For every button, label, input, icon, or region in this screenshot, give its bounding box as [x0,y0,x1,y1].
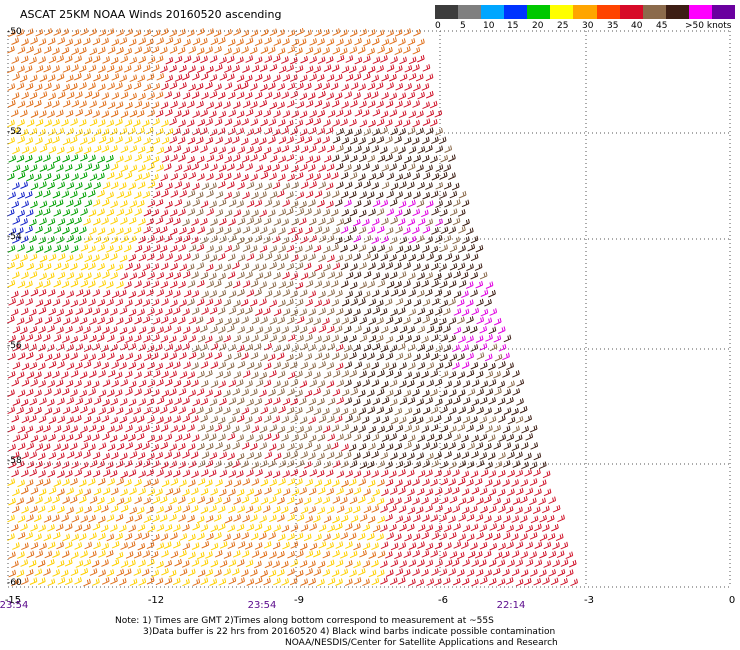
legend-label: >50 knots [685,21,732,31]
legend-label: 25 [557,21,569,31]
legend-label: 30 [582,21,594,31]
legend-label: 20 [532,21,544,31]
lat-tick-label: -58 [7,456,22,466]
pass-time-label: 22:14 [496,600,526,611]
pass-time-label: 23:54 [247,600,277,611]
wind-barb-group [7,118,386,587]
legend-swatch [642,5,667,19]
lat-tick-label: -52 [7,127,22,137]
legend-swatch [435,5,459,19]
wind-barb-group [340,199,510,370]
wind-barbs-layer [6,27,578,587]
legend-label: 35 [607,21,619,31]
wind-barb-group [6,181,34,244]
legend-label: 45 [656,21,668,31]
lon-tick-label: -9 [294,595,304,606]
legend-swatch [458,5,482,19]
wind-barb-group [331,127,547,470]
legend-label: 10 [483,21,495,31]
legend-label: 40 [631,21,643,31]
legend-swatch [711,5,736,19]
lon-tick-label: -15 [4,595,22,606]
wind-barb-group [7,54,578,587]
pass-time-label: 23:54 [0,600,29,611]
lat-tick-label: -50 [7,27,22,37]
lon-tick-label: -3 [584,595,594,606]
legend-label: 0 [435,21,441,31]
legend-swatch [619,5,644,19]
lon-tick-label: -6 [438,595,448,606]
graticule [7,30,731,588]
lon-tick-label: 0 [728,595,736,606]
legend-swatch [550,5,574,19]
note-line-2: 3)Data buffer is 22 hrs from 20160520 4)… [143,627,556,637]
legend-label: 5 [460,21,466,31]
legend-swatch [504,5,528,19]
legend-swatch [527,5,551,19]
lon-tick-label: -12 [147,595,165,606]
legend-swatch [573,5,598,19]
legend-swatch [596,5,621,19]
wind-barb-group [182,126,524,470]
note-line-1: Note: 1) Times are GMT 2)Times along bot… [115,616,494,626]
lat-tick-label: -54 [7,232,22,242]
legend-swatch [688,5,713,19]
note-line-3: NOAA/NESDIS/Center for Satellite Applica… [285,638,558,648]
legend-swatch [481,5,505,19]
legend-label: 15 [507,21,519,31]
wind-barb-group [7,153,114,253]
legend-swatch [665,5,690,19]
wind-barb-group [7,27,425,587]
lat-tick-label: -56 [7,341,22,351]
map-title: ASCAT 25KM NOAA Winds 20160520 ascending [20,8,282,21]
lat-tick-label: -60 [7,578,22,588]
wind-speed-legend: 0 5 10 15 20 25 30 35 40 45 >50 knots [435,5,736,37]
